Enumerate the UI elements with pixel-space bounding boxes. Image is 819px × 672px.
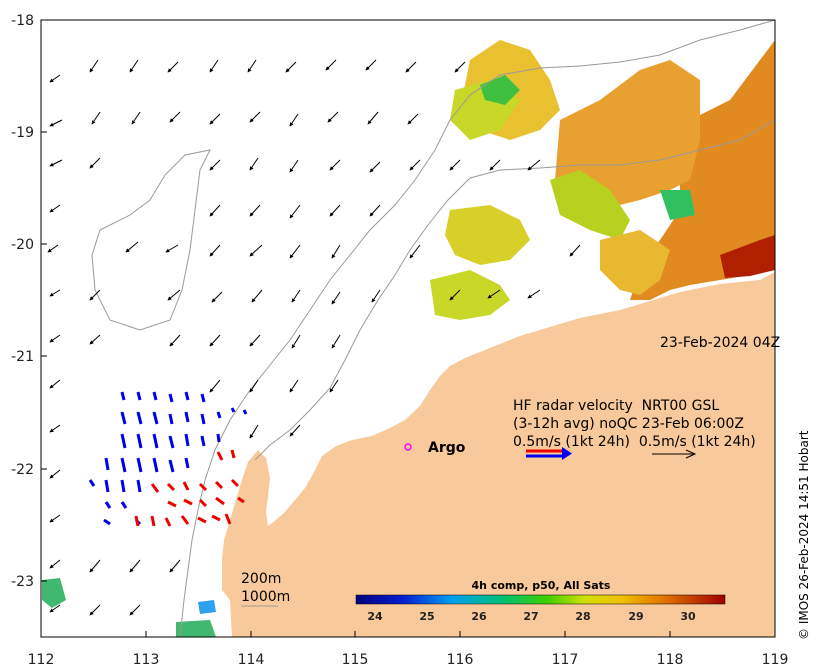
legend-line-3: 0.5m/s (1kt 24h) 0.5m/s (1kt 24h) — [513, 434, 756, 450]
x-tick-label: 116 — [447, 652, 474, 668]
y-tick-label: -19 — [11, 125, 34, 141]
colorbar — [355, 594, 726, 605]
timestamp-label: 23-Feb-2024 04Z — [660, 335, 780, 351]
y-axis — [41, 19, 47, 582]
legend-line-1: HF radar velocity NRT00 GSL — [513, 398, 719, 414]
x-tick-label: 117 — [552, 652, 579, 668]
isobath-1000m-label: 1000m — [241, 589, 290, 605]
legend-line-2: (3-12h avg) noQC 23-Feb 06:00Z — [513, 416, 744, 432]
sst-patches — [42, 40, 775, 637]
plot-frame — [40, 19, 776, 638]
land-area — [222, 272, 775, 637]
x-tick-label: 114 — [238, 652, 265, 668]
bathymetry-contours — [91, 20, 775, 637]
argo-label: Argo — [428, 440, 466, 456]
radar-vectors-red — [134, 449, 245, 527]
y-tick-label: -21 — [11, 349, 34, 365]
y-tick-label: -22 — [11, 462, 34, 478]
colorbar-tick: 25 — [419, 610, 434, 623]
y-tick-label: -23 — [11, 574, 34, 590]
y-tick-label: -18 — [11, 13, 34, 29]
colorbar-tick: 27 — [523, 610, 538, 623]
x-tick-label: 113 — [133, 652, 160, 668]
legend-model-arrow — [652, 449, 697, 459]
x-axis — [40, 631, 776, 637]
y-tick-label: -20 — [11, 237, 34, 253]
colorbar-tick: 26 — [471, 610, 487, 623]
isobath-200m-label: 200m — [241, 571, 281, 587]
x-tick-label: 112 — [28, 652, 55, 668]
colorbar-tick: 24 — [367, 610, 383, 623]
colorbar-tick: 29 — [628, 610, 643, 623]
colorbar-tick: 30 — [680, 610, 696, 623]
x-tick-label: 115 — [342, 652, 369, 668]
argo-float-marker — [404, 443, 412, 451]
x-tick-label: 118 — [657, 652, 684, 668]
colorbar-tick: 28 — [575, 610, 590, 623]
current-vectors — [47, 59, 581, 616]
radar-vectors-blue — [88, 391, 248, 526]
credit-label: © IMOS 26-Feb-2024 14:51 Hobart — [797, 430, 811, 640]
colorbar-title: 4h comp, p50, All Sats — [472, 579, 611, 592]
x-tick-label: 119 — [762, 652, 789, 668]
legend-radar-arrow — [526, 447, 572, 460]
